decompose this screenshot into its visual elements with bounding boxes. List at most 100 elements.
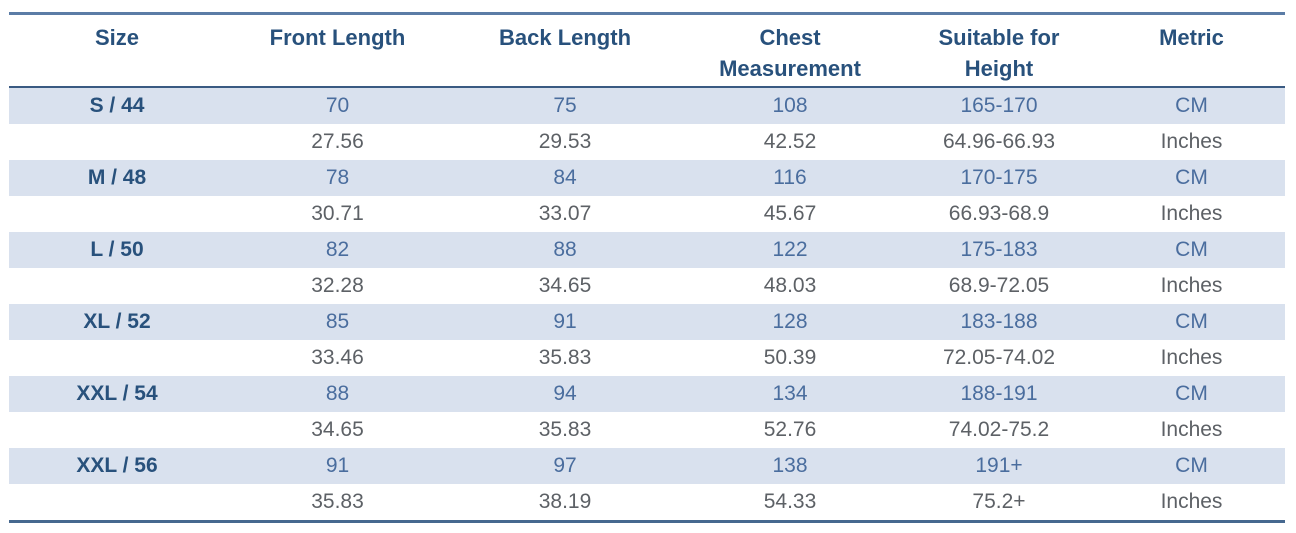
table-header: Size Front Length Back Length Chest Meas… <box>9 13 1285 88</box>
suitable-height-cell: 74.02-75.2 <box>948 417 1050 441</box>
column-header-metric-label: Metric <box>1159 25 1224 50</box>
table-row: 33.46 35.83 50.39 72.05-74.02 Inches <box>9 339 1285 376</box>
back-length-cell: 97 <box>553 453 577 477</box>
column-header-suitable-for-height: Suitable for Height <box>900 13 1098 88</box>
back-length-cell: 94 <box>553 381 577 405</box>
suitable-height-cell: 170-175 <box>960 165 1038 189</box>
back-length-cell: 34.65 <box>538 273 592 297</box>
size-cell: S / 44 <box>89 93 145 117</box>
table-row: XL / 52 85 91 128 183-188 CM <box>9 303 1285 340</box>
chest-measurement-cell: 54.33 <box>763 489 817 513</box>
size-cell: XXL / 54 <box>76 381 158 405</box>
size-cell: XXL / 56 <box>76 453 158 477</box>
chest-measurement-cell: 116 <box>773 165 807 189</box>
back-length-cell: 35.83 <box>538 345 592 369</box>
back-length-cell: 33.07 <box>538 201 592 225</box>
front-length-cell: 82 <box>325 237 350 261</box>
metric-cell: Inches <box>1160 129 1223 153</box>
column-header-size: Size <box>9 13 225 88</box>
chest-measurement-cell: 138 <box>772 453 808 477</box>
front-length-cell: 33.46 <box>311 345 364 369</box>
front-length-cell: 78 <box>325 165 350 189</box>
metric-cell: CM <box>1175 93 1208 117</box>
table-row: 32.28 34.65 48.03 68.9-72.05 Inches <box>9 267 1285 304</box>
chest-measurement-cell: 42.52 <box>763 129 817 153</box>
column-header-chest-measurement-label: Chest Measurement <box>719 25 861 81</box>
front-length-cell: 27.56 <box>311 129 364 153</box>
size-cell <box>9 124 225 160</box>
metric-cell: Inches <box>1160 273 1223 297</box>
column-header-front-length-label: Front Length <box>269 25 406 50</box>
size-cell <box>9 196 225 232</box>
table-row: XXL / 56 91 97 138 191+ CM <box>9 447 1285 484</box>
front-length-cell: 32.28 <box>311 273 364 297</box>
chest-measurement-cell: 128 <box>772 309 808 333</box>
metric-cell: Inches <box>1160 489 1223 513</box>
back-length-cell: 91 <box>553 309 577 333</box>
front-length-cell: 88 <box>325 381 350 405</box>
table-row: S / 44 70 75 108 165-170 CM <box>9 86 1285 124</box>
column-header-back-length: Back Length <box>450 13 680 88</box>
suitable-height-cell: 191+ <box>975 453 1023 477</box>
column-header-front-length: Front Length <box>225 13 450 88</box>
front-length-cell: 85 <box>325 309 350 333</box>
size-cell: M / 48 <box>87 165 147 189</box>
size-cell: XL / 52 <box>83 309 151 333</box>
suitable-height-cell: 75.2+ <box>972 489 1026 513</box>
chest-measurement-cell: 134 <box>772 381 808 405</box>
suitable-height-cell: 183-188 <box>960 309 1038 333</box>
metric-cell: Inches <box>1160 201 1223 225</box>
table-row: M / 48 78 84 116 170-175 CM <box>9 159 1285 196</box>
table-row: 35.83 38.19 54.33 75.2+ Inches <box>9 483 1285 522</box>
metric-cell: CM <box>1175 381 1208 405</box>
column-header-metric: Metric <box>1098 13 1285 88</box>
size-chart-table: Size Front Length Back Length Chest Meas… <box>9 12 1285 523</box>
back-length-cell: 88 <box>553 237 577 261</box>
column-header-chest-measurement: Chest Measurement <box>680 13 900 88</box>
metric-cell: CM <box>1175 309 1208 333</box>
metric-cell: CM <box>1175 453 1208 477</box>
metric-cell: Inches <box>1160 417 1223 441</box>
chest-measurement-cell: 52.76 <box>763 417 817 441</box>
metric-cell: CM <box>1175 165 1208 189</box>
column-header-back-length-label: Back Length <box>498 25 632 50</box>
size-chart: Size Front Length Back Length Chest Meas… <box>9 12 1285 523</box>
size-cell <box>9 268 225 304</box>
size-cell <box>9 484 225 522</box>
front-length-cell: 30.71 <box>311 201 364 225</box>
table-row: 34.65 35.83 52.76 74.02-75.2 Inches <box>9 411 1285 448</box>
back-length-cell: 75 <box>553 93 577 117</box>
suitable-height-cell: 64.96-66.93 <box>942 129 1056 153</box>
size-cell <box>9 412 225 448</box>
column-header-suitable-for-height-label: Suitable for Height <box>938 25 1060 81</box>
chest-measurement-cell: 122 <box>772 237 808 261</box>
suitable-height-cell: 68.9-72.05 <box>948 273 1050 297</box>
suitable-height-cell: 72.05-74.02 <box>942 345 1056 369</box>
size-cell: L / 50 <box>90 237 144 261</box>
back-length-cell: 29.53 <box>538 129 592 153</box>
header-row: Size Front Length Back Length Chest Meas… <box>9 13 1285 88</box>
table-row: 27.56 29.53 42.52 64.96-66.93 Inches <box>9 123 1285 160</box>
front-length-cell: 70 <box>325 93 350 117</box>
column-header-size-label: Size <box>94 25 140 50</box>
back-length-cell: 35.83 <box>538 417 592 441</box>
front-length-cell: 91 <box>325 453 350 477</box>
chest-measurement-cell: 48.03 <box>763 273 817 297</box>
suitable-height-cell: 165-170 <box>960 93 1038 117</box>
suitable-height-cell: 188-191 <box>960 381 1038 405</box>
suitable-height-cell: 175-183 <box>960 237 1038 261</box>
front-length-cell: 34.65 <box>311 417 364 441</box>
table-row: XXL / 54 88 94 134 188-191 CM <box>9 375 1285 412</box>
chest-measurement-cell: 108 <box>772 93 808 117</box>
table-row: L / 50 82 88 122 175-183 CM <box>9 231 1285 268</box>
metric-cell: Inches <box>1160 345 1223 369</box>
metric-cell: CM <box>1175 237 1208 261</box>
size-cell <box>9 340 225 376</box>
front-length-cell: 35.83 <box>311 489 364 513</box>
chest-measurement-cell: 50.39 <box>763 345 817 369</box>
table-body: S / 44 70 75 108 165-170 CM 27.56 29.53 … <box>9 86 1285 522</box>
chest-measurement-cell: 45.67 <box>763 201 817 225</box>
suitable-height-cell: 66.93-68.9 <box>948 201 1050 225</box>
back-length-cell: 38.19 <box>538 489 592 513</box>
table-row: 30.71 33.07 45.67 66.93-68.9 Inches <box>9 195 1285 232</box>
